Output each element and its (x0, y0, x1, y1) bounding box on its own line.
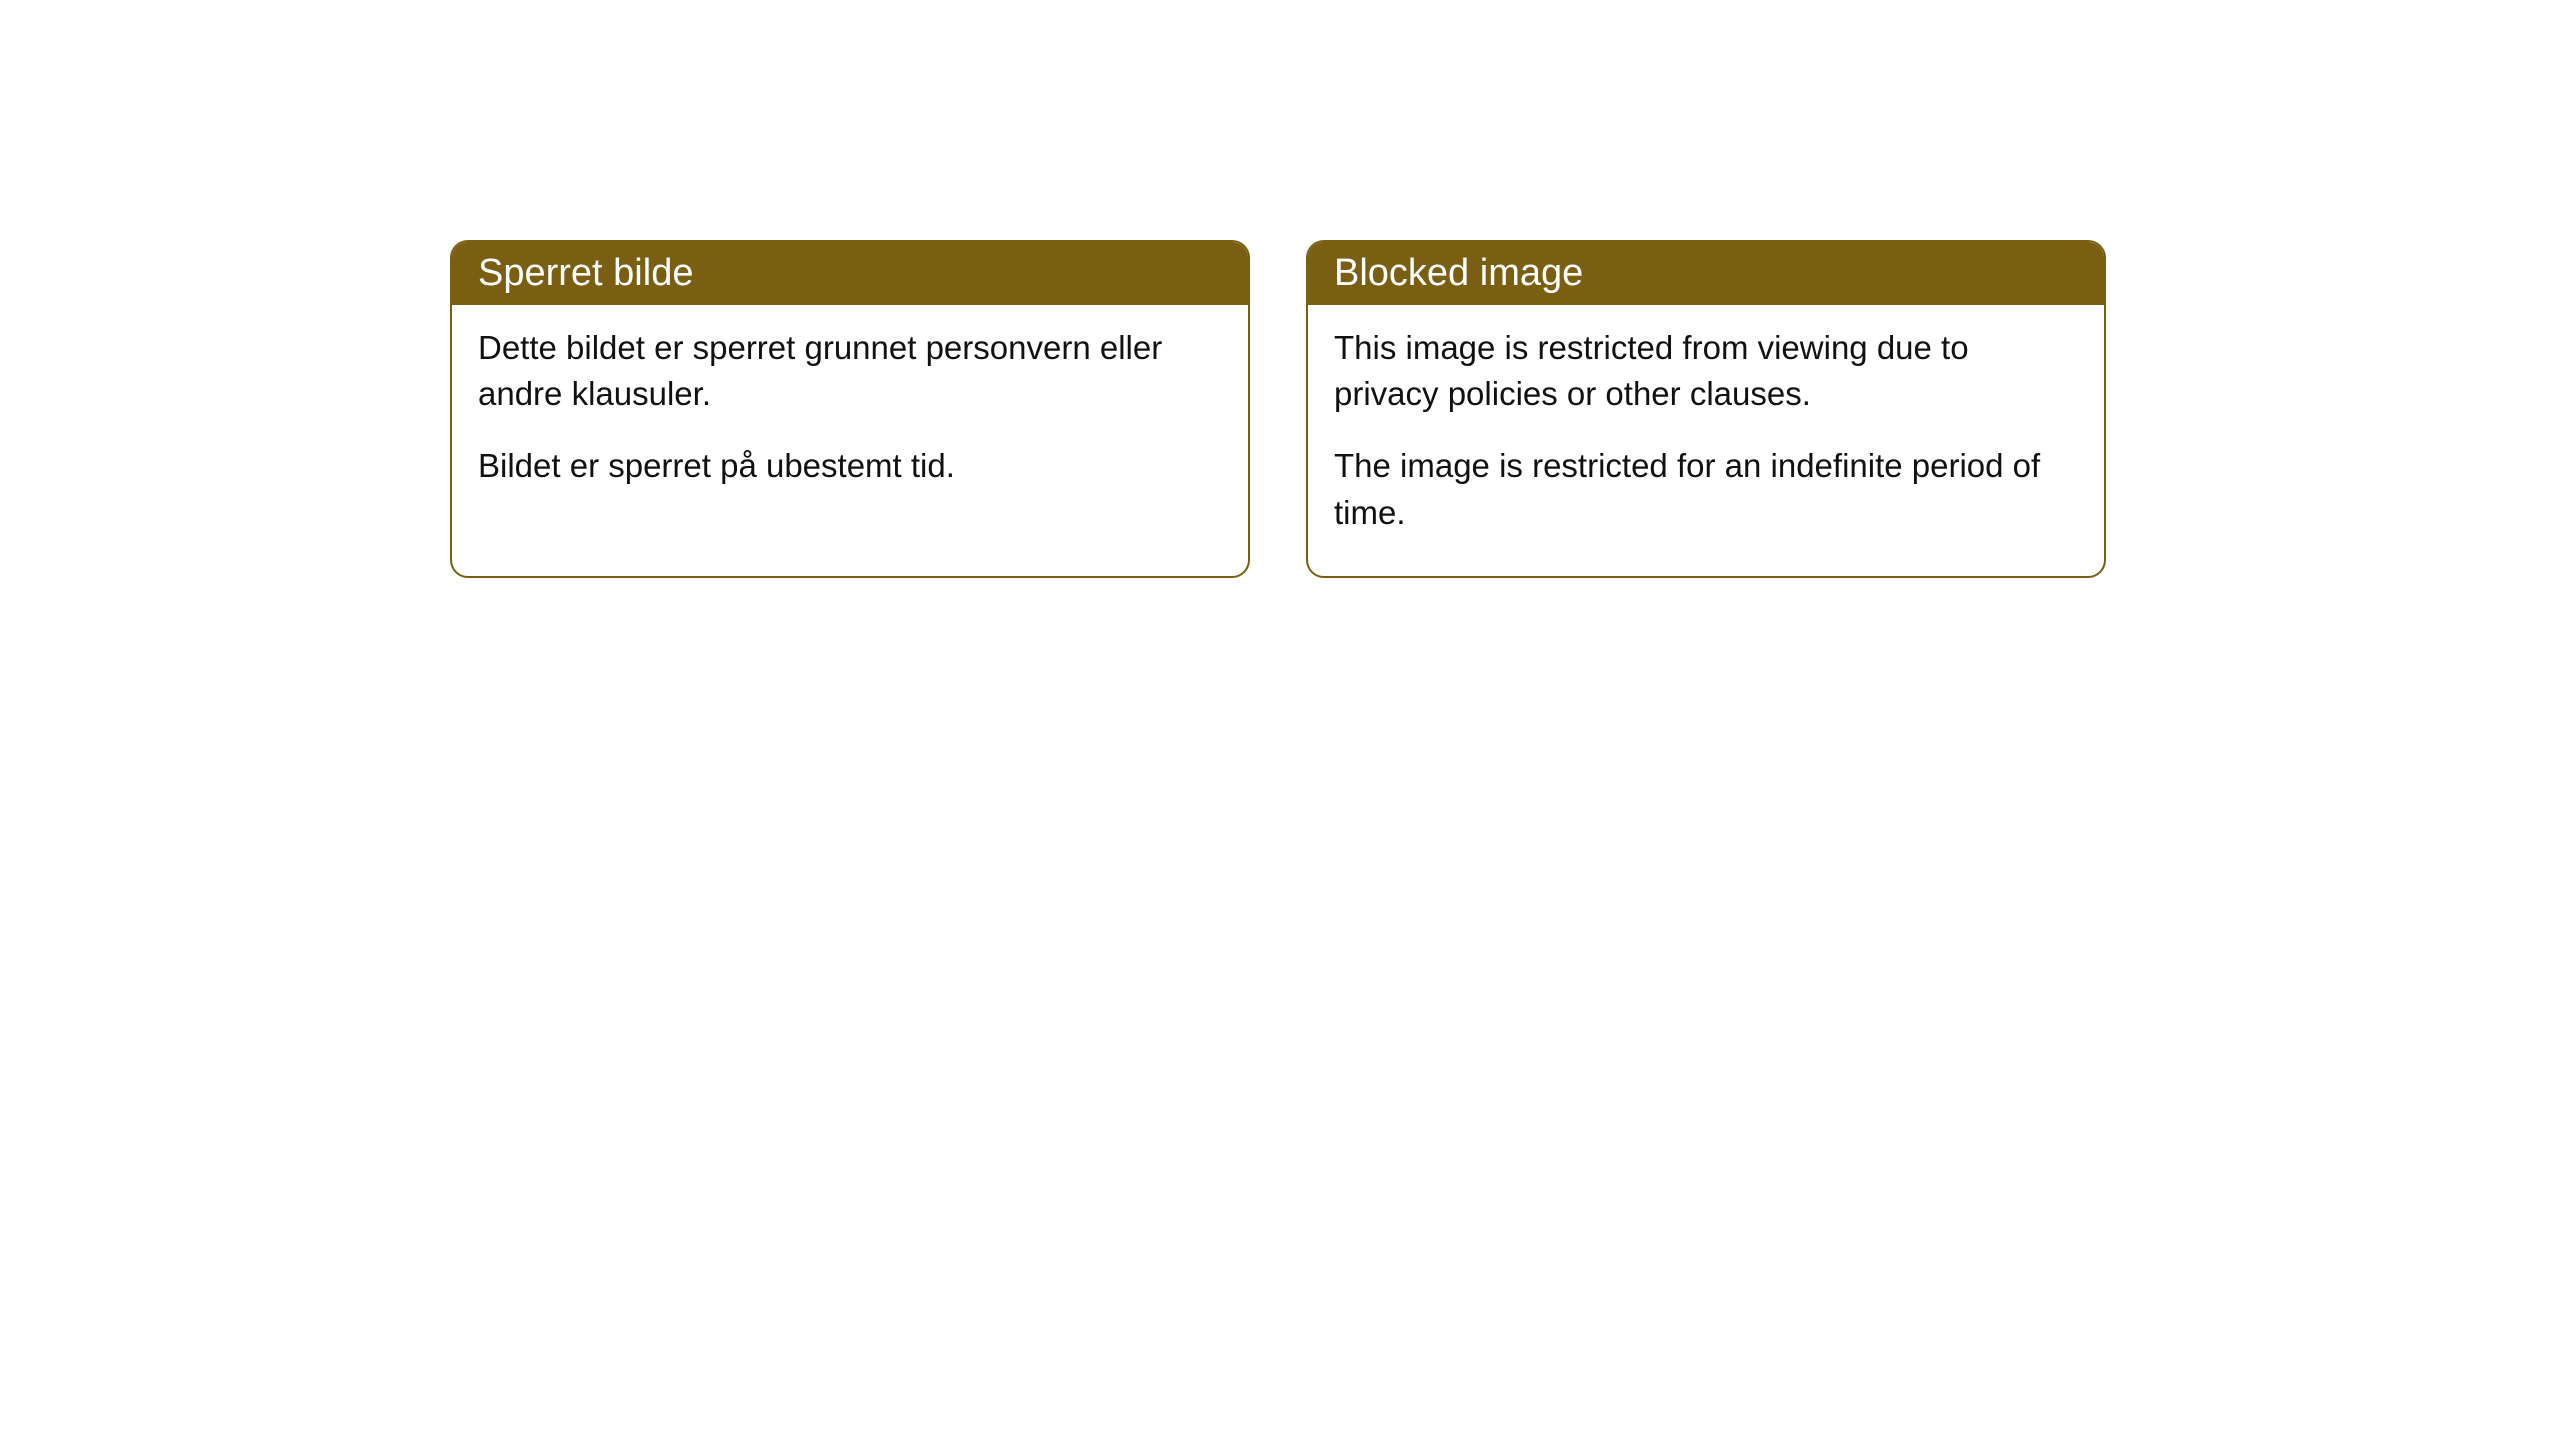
card-para2-en: The image is restricted for an indefinit… (1334, 443, 2078, 535)
card-body-no: Dette bildet er sperret grunnet personve… (452, 305, 1248, 530)
card-body-en: This image is restricted from viewing du… (1308, 305, 2104, 576)
blocked-image-card-no: Sperret bilde Dette bildet er sperret gr… (450, 240, 1250, 578)
card-header-no: Sperret bilde (452, 242, 1248, 305)
card-para2-no: Bildet er sperret på ubestemt tid. (478, 443, 1222, 489)
card-container: Sperret bilde Dette bildet er sperret gr… (0, 0, 2560, 578)
blocked-image-card-en: Blocked image This image is restricted f… (1306, 240, 2106, 578)
card-header-en: Blocked image (1308, 242, 2104, 305)
card-para1-en: This image is restricted from viewing du… (1334, 325, 2078, 417)
card-para1-no: Dette bildet er sperret grunnet personve… (478, 325, 1222, 417)
